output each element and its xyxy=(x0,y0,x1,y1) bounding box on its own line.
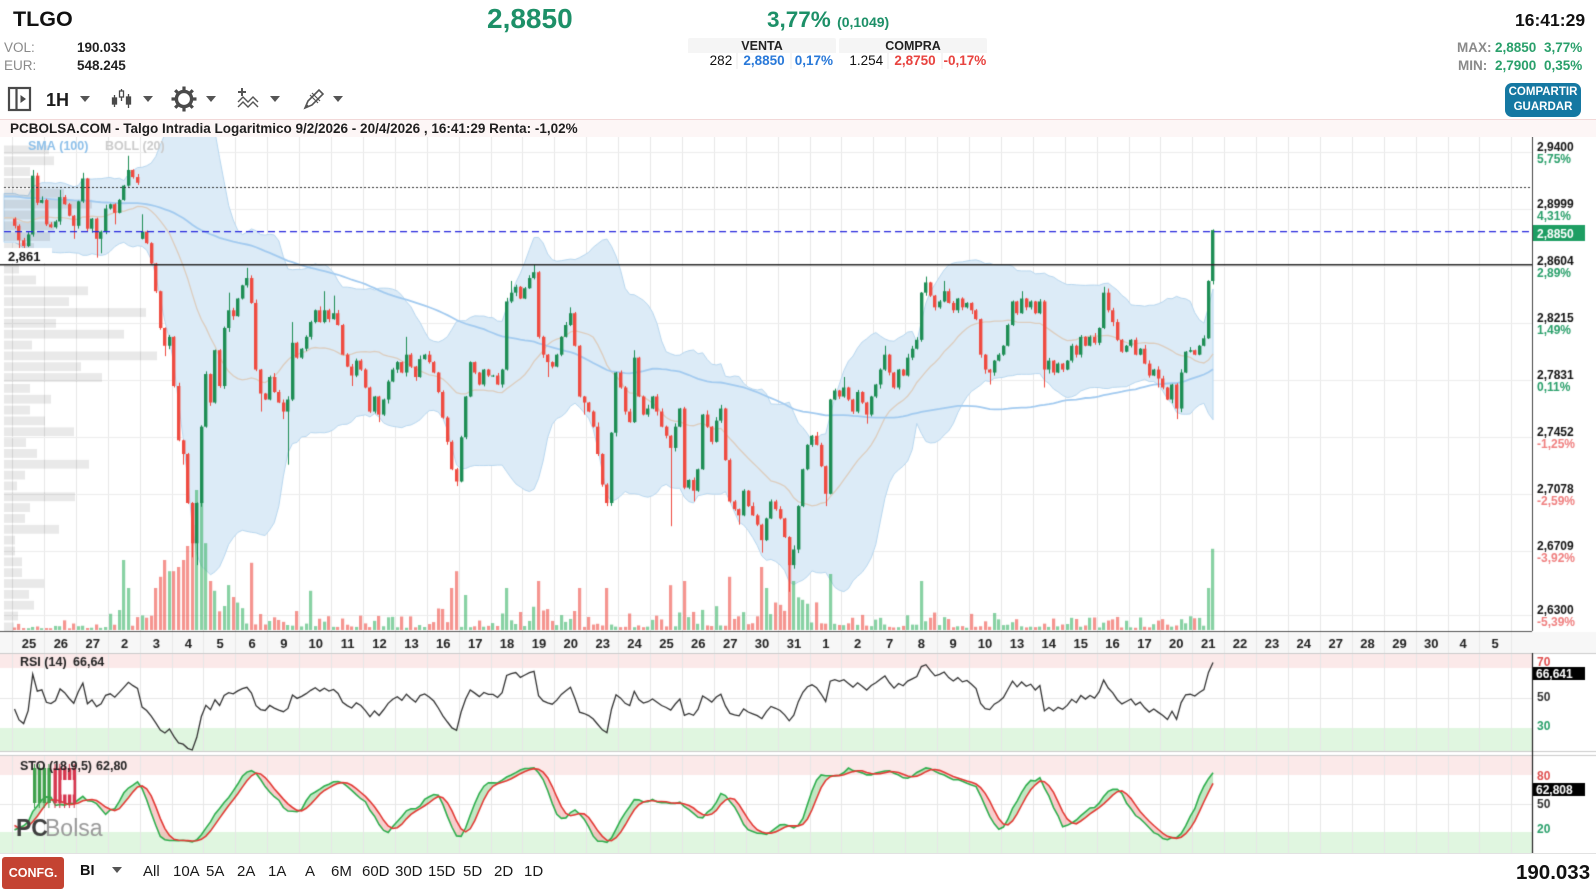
svg-text:1H: 1H xyxy=(46,90,69,110)
